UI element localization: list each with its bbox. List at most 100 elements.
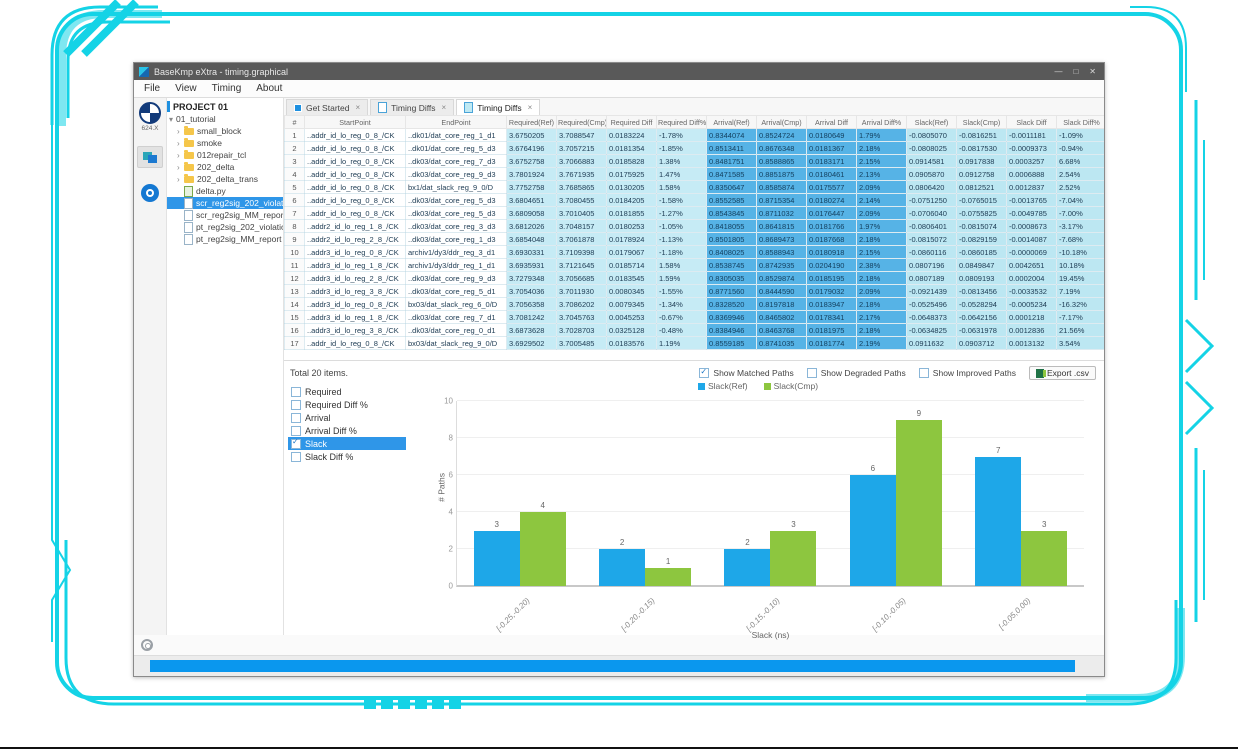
- column-header[interactable]: Required Diff%: [656, 115, 707, 129]
- checkbox-icon[interactable]: [291, 437, 301, 449]
- tree-item[interactable]: › smoke: [167, 137, 283, 149]
- bar-slackref[interactable]: 3: [473, 520, 520, 586]
- column-header[interactable]: #: [284, 115, 305, 129]
- checkbox-icon[interactable]: [806, 368, 817, 378]
- column-option-required[interactable]: Required: [288, 385, 406, 398]
- bar-slackref[interactable]: 6: [849, 464, 896, 586]
- tree-item[interactable]: › 202_delta: [167, 161, 283, 173]
- menu-item-timing[interactable]: Timing: [211, 83, 242, 94]
- column-header[interactable]: Arrival(Cmp): [756, 115, 807, 129]
- table-row[interactable]: 3 ..addr_id_lo_reg_0_8_/CK ..dk03/dat_core…: [284, 154, 1104, 168]
- expander-icon[interactable]: ›: [177, 150, 180, 160]
- tree-item[interactable]: › small_block: [167, 125, 283, 137]
- minimize-button[interactable]: —: [1054, 67, 1063, 76]
- tab-timing-diffs[interactable]: Timing Diffs ×: [370, 99, 455, 115]
- tree-item[interactable]: pt_reg2sig_202_violation: [167, 221, 283, 233]
- expander-icon[interactable]: ›: [177, 126, 180, 136]
- table-row[interactable]: 2 ..addr_id_lo_reg_0_8_/CK ..dk01/dat_core…: [284, 141, 1104, 155]
- filter-show-matched-paths[interactable]: Show Matched Paths: [699, 367, 794, 378]
- table-row[interactable]: 1 ..addr_id_lo_reg_0_8_/CK ..dk01/dat_core…: [284, 128, 1104, 142]
- maximize-button[interactable]: □: [1073, 67, 1079, 76]
- bar-slackref[interactable]: 2: [599, 538, 646, 586]
- tree-item[interactable]: delta.py: [167, 185, 283, 197]
- column-header[interactable]: Slack(Ref): [906, 115, 957, 129]
- tab-close-icon[interactable]: ×: [355, 103, 361, 112]
- tree-item[interactable]: scr_reg2sig_MM_report: [167, 209, 283, 221]
- menu-item-view[interactable]: View: [175, 83, 197, 94]
- table-row[interactable]: 5 ..addr_id_lo_reg_0_8_/CK bx1/dat_slack_r…: [284, 180, 1104, 194]
- path-filters: Show Matched Paths Show Degraded Paths Sho…: [699, 366, 1096, 380]
- table-row[interactable]: 9 ..addr2_id_lo_reg_2_8_/CK ..dk03/dat_cor…: [284, 232, 1104, 246]
- cell: -0.0528294: [956, 297, 1007, 311]
- bar-slackcmp[interactable]: 3: [1021, 520, 1068, 586]
- expander-icon[interactable]: ›: [177, 174, 180, 184]
- table-row[interactable]: 7 ..addr_id_lo_reg_0_8_/CK ..dk03/dat_core…: [284, 206, 1104, 220]
- tree-item[interactable]: scr_reg2sig_202_violatio: [167, 197, 283, 209]
- tree-item[interactable]: pt_reg2sig_MM_report: [167, 233, 283, 245]
- cell: -16.32%: [1056, 297, 1104, 311]
- column-header[interactable]: Arrival Diff: [806, 115, 857, 129]
- filter-show-degraded-paths[interactable]: Show Degraded Paths: [806, 368, 906, 378]
- bar-slackcmp[interactable]: 1: [645, 557, 692, 586]
- column-header[interactable]: Required(Cmp): [556, 115, 607, 129]
- column-header[interactable]: Slack(Cmp): [956, 115, 1007, 129]
- column-option-required-diff-%[interactable]: Required Diff %: [288, 398, 406, 411]
- bar-slackref[interactable]: 7: [975, 446, 1022, 586]
- column-option-slack[interactable]: Slack: [288, 437, 406, 450]
- tab-close-icon[interactable]: ×: [527, 103, 533, 112]
- tree-root[interactable]: ▾ 01_tutorial: [167, 113, 283, 125]
- column-header[interactable]: StartPoint: [304, 115, 406, 129]
- expander-icon[interactable]: ▾: [169, 114, 174, 124]
- bar-slackcmp[interactable]: 4: [519, 501, 566, 586]
- expander-icon[interactable]: ›: [177, 162, 180, 172]
- menu-item-file[interactable]: File: [144, 83, 161, 94]
- checkbox-icon[interactable]: [291, 425, 301, 436]
- table-row[interactable]: 4 ..addr_id_lo_reg_0_8_/CK ..dk03/dat_core…: [284, 167, 1104, 181]
- table-row[interactable]: 17 ..addr_id_lo_reg_0_8_/CK bx03/dat_slack…: [284, 336, 1104, 350]
- column-option-arrival[interactable]: Arrival: [288, 411, 406, 424]
- menu-item-about[interactable]: About: [256, 83, 283, 94]
- expander-icon[interactable]: ›: [177, 138, 180, 148]
- bar-slackcmp[interactable]: 9: [895, 409, 942, 586]
- table-row[interactable]: 15 ..addr3_id_lo_reg_1_8_/CK ..dk03/dat_co…: [284, 310, 1104, 324]
- bar-slackcmp[interactable]: 3: [770, 520, 817, 586]
- table-row[interactable]: 16 ..addr3_id_lo_reg_3_8_/CK ..dk03/dat_co…: [284, 323, 1104, 337]
- tree-item[interactable]: › 202_delta_trans: [167, 173, 283, 185]
- column-option-slack-diff-%[interactable]: Slack Diff %: [288, 450, 406, 463]
- column-option-arrival-diff-%[interactable]: Arrival Diff %: [288, 424, 406, 437]
- column-header[interactable]: EndPoint: [405, 115, 507, 129]
- project-explorer-button[interactable]: [137, 146, 163, 168]
- settings-circle-button[interactable]: [141, 184, 159, 202]
- column-header[interactable]: Slack Diff: [1006, 115, 1057, 129]
- gear-icon[interactable]: [141, 639, 153, 651]
- tree-item[interactable]: › 012repair_tcl: [167, 149, 283, 161]
- tab-timing-diffs[interactable]: Timing Diffs ×: [456, 99, 541, 115]
- tab-close-icon[interactable]: ×: [441, 103, 447, 112]
- timing-diff-table[interactable]: # StartPoint EndPoint Required(Ref) Required…: [284, 115, 1104, 355]
- checkbox-icon[interactable]: [291, 451, 301, 462]
- table-row[interactable]: 12 ..addr3_id_lo_reg_2_8_/CK ..dk03/dat_co…: [284, 271, 1104, 285]
- close-button[interactable]: ✕: [1089, 67, 1096, 76]
- table-row[interactable]: 10 ..addr3_id_lo_reg_0_8_/CK archiv1/dy3/d…: [284, 245, 1104, 259]
- checkbox-icon[interactable]: [918, 368, 929, 378]
- column-header[interactable]: Required Diff: [606, 115, 657, 129]
- column-header[interactable]: Arrival Diff%: [856, 115, 907, 129]
- column-header[interactable]: Required(Ref): [506, 115, 557, 129]
- checkbox-icon[interactable]: [291, 412, 301, 423]
- table-row[interactable]: 8 ..addr2_id_lo_reg_1_8_/CK ..dk03/dat_cor…: [284, 219, 1104, 233]
- table-row[interactable]: 14 ..addr3_id_lo_reg_0_8_/CK bx03/dat_slac…: [284, 297, 1104, 311]
- tab-get-started[interactable]: Get Started ×: [286, 99, 369, 115]
- checkbox-icon[interactable]: [291, 399, 301, 410]
- filter-show-improved-paths[interactable]: Show Improved Paths: [918, 368, 1016, 378]
- bar-group: 2 1 [-0.20,-0.15): [582, 401, 707, 633]
- bar-slackref[interactable]: 2: [724, 538, 771, 586]
- table-row[interactable]: 11 ..addr3_id_lo_reg_1_8_/CK archiv1/dy3/d…: [284, 258, 1104, 272]
- export-csv-button[interactable]: Export .csv: [1028, 366, 1096, 380]
- checkbox-icon[interactable]: [291, 386, 301, 397]
- column-header[interactable]: Slack Diff%: [1056, 115, 1104, 129]
- table-row[interactable]: 6 ..addr_id_lo_reg_0_8_/CK ..dk03/dat_core…: [284, 193, 1104, 207]
- title-bar[interactable]: BaseKmp eXtra - timing.graphical — □ ✕: [134, 63, 1104, 80]
- column-header[interactable]: Arrival(Ref): [706, 115, 757, 129]
- checkbox-icon[interactable]: [699, 367, 710, 378]
- table-row[interactable]: 13 ..addr3_id_lo_reg_3_8_/CK ..dk03/dat_co…: [284, 284, 1104, 298]
